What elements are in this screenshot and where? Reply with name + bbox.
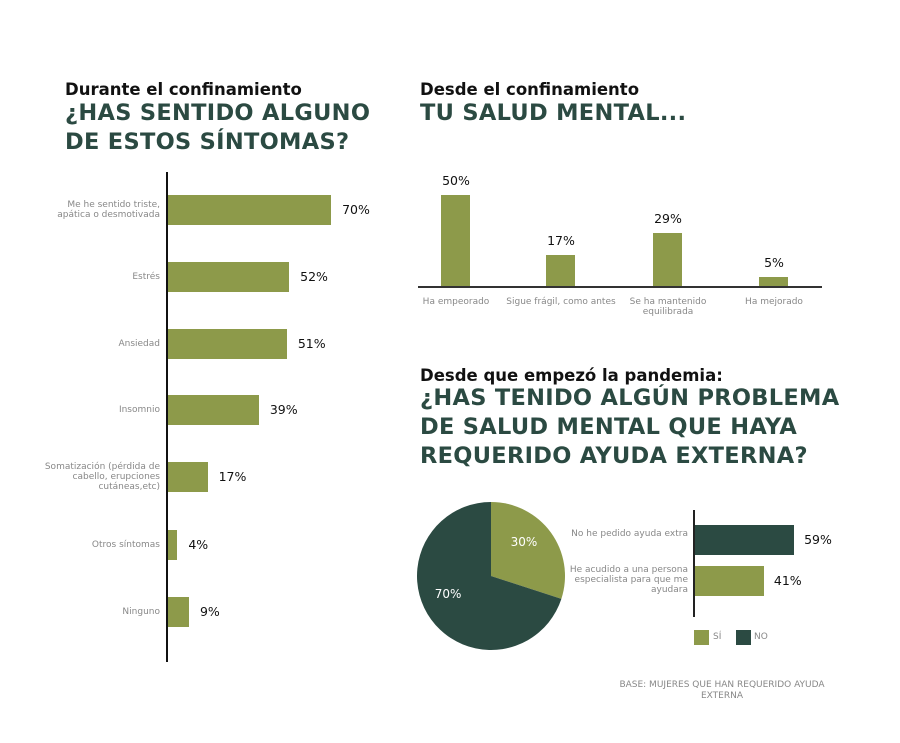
help-pie-chart: 30% 70% (417, 502, 565, 650)
mental-health-value: 50% (442, 173, 470, 188)
symptom-label: Otros síntomas (91, 540, 160, 550)
pie-label: 30% (511, 535, 538, 549)
legend-label-no: NO (754, 632, 768, 642)
symptom-label: Me he sentido triste, apática o desmotiv… (57, 200, 160, 220)
mental-health-subtitle: Desde el confinamiento (420, 80, 640, 99)
mental-health-label: Se ha mantenido equilibrada (629, 297, 707, 317)
symptom-bar (168, 597, 189, 627)
symptom-value: 17% (218, 469, 247, 484)
symptom-bar (168, 195, 332, 225)
pandemic-title: ¿HAS TENIDO ALGÚN PROBLEMA DE SALUD MENT… (420, 385, 840, 469)
symptom-bar (168, 329, 287, 359)
symptom-value: 51% (297, 336, 326, 351)
mental-health-bar (546, 255, 575, 286)
symptom-value: 52% (300, 269, 328, 284)
help-label: No he pedido ayuda extra (571, 529, 688, 539)
mental-health-label: Sigue frágil, como antes (506, 297, 616, 307)
symptom-label: Estrés (132, 272, 160, 282)
symptoms-title: ¿HAS SENTIDO ALGUNO DE ESTOS SÍNTOMAS? (65, 100, 371, 155)
help-bar (695, 525, 795, 555)
legend-swatch-no (736, 630, 751, 645)
mental-health-title: TU SALUD MENTAL... (420, 100, 687, 126)
pie-slice-si (491, 502, 565, 599)
pandemic-subtitle: Desde que empezó la pandemia: (420, 366, 723, 385)
symptom-label: Somatización (pérdida de cabello, erupci… (44, 462, 160, 492)
symptoms-axis (166, 172, 168, 662)
symptom-value: 9% (199, 604, 220, 619)
help-axis (693, 510, 695, 617)
help-bar (695, 566, 764, 596)
mental-health-axis (418, 286, 822, 288)
mental-health-bar (653, 233, 682, 286)
help-value: 59% (804, 532, 832, 547)
mental-health-value: 5% (764, 254, 784, 270)
mental-health-bar (441, 195, 470, 286)
mental-health-bar (759, 276, 788, 286)
symptom-bar (168, 462, 208, 492)
symptom-label: Insomnio (118, 405, 160, 415)
symptom-value: 70% (342, 202, 370, 217)
pie-label: 70% (435, 587, 462, 601)
mental-health-value: 17% (547, 233, 575, 249)
pie-slice-no (417, 502, 562, 650)
symptom-bar (168, 530, 178, 560)
symptom-bar (168, 395, 259, 425)
help-label: He acudido a una persona especialista pa… (569, 565, 688, 595)
legend-swatch-si (694, 630, 709, 645)
symptom-label: Ninguno (122, 607, 160, 617)
mental-health-label: Ha empeorado (422, 297, 490, 307)
symptoms-subtitle: Durante el confinamiento (65, 80, 302, 99)
symptom-value: 39% (269, 402, 298, 417)
base-note: BASE: MUJERES QUE HAN REQUERIDO AYUDA EX… (619, 680, 825, 701)
mental-health-label: Ha mejorado (745, 297, 803, 307)
symptom-value: 4% (188, 537, 209, 552)
legend-label-si: SÍ (713, 632, 722, 642)
symptom-bar (168, 262, 290, 292)
symptom-label: Ansiedad (118, 339, 160, 349)
mental-health-value: 29% (654, 211, 682, 227)
help-value: 41% (773, 573, 802, 588)
